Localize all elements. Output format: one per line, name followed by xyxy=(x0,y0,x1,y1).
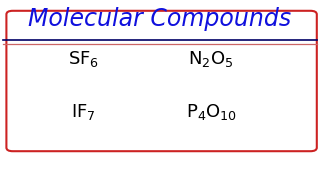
Text: $\mathregular{SF_6}$: $\mathregular{SF_6}$ xyxy=(68,49,99,69)
Text: $\mathregular{P_4O_{10}}$: $\mathregular{P_4O_{10}}$ xyxy=(186,102,237,122)
Text: $\mathregular{IF_7}$: $\mathregular{IF_7}$ xyxy=(71,102,96,122)
Text: $\mathregular{N_2O_5}$: $\mathregular{N_2O_5}$ xyxy=(188,49,234,69)
FancyBboxPatch shape xyxy=(6,11,317,151)
Text: Molecular Compounds: Molecular Compounds xyxy=(28,7,292,31)
